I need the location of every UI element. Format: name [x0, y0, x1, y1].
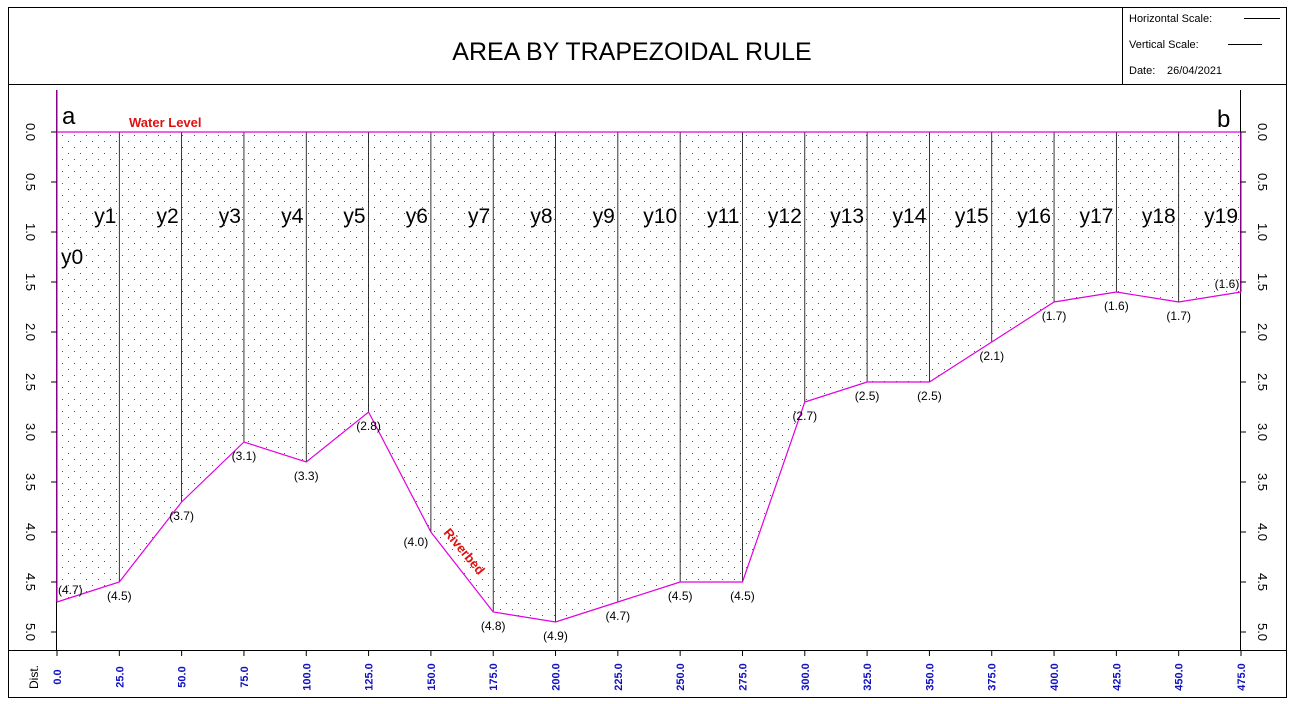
- y-tick-label-left: 4.5: [23, 573, 38, 591]
- corner-label-a: a: [62, 103, 76, 130]
- riverbed-profile-line: [56, 291, 1242, 623]
- y-tick-label-left: 4.0: [23, 523, 38, 541]
- ordinate-label: y16: [1017, 205, 1051, 228]
- ordinate-label: y11: [707, 205, 739, 228]
- ordinate-label: y10: [643, 205, 677, 228]
- y-tick-label-right: 1.5: [1255, 273, 1270, 291]
- ordinate-label: y7: [468, 205, 490, 228]
- x-tick-label: 225.0: [613, 663, 625, 691]
- x-tick-label: 475.0: [1236, 663, 1248, 691]
- ordinate-label: y5: [343, 205, 365, 228]
- x-tick-label: 275.0: [737, 663, 749, 691]
- water-area-fill: [57, 132, 1241, 622]
- y-tick-label-left: 5.0: [23, 623, 38, 641]
- depth-label: (2.7): [792, 409, 817, 423]
- y-tick-label-right: 3.5: [1255, 473, 1270, 491]
- water-level-label: Water Level: [129, 115, 202, 130]
- x-tick-label: 150.0: [426, 663, 438, 691]
- depth-label: (2.5): [855, 389, 880, 403]
- y-axis-right: 0.0 0.5 1.0 1.5 2.0 2.5 3.0 3.5 4.0 4.5 5.0: [1240, 123, 1270, 641]
- x-tick-label: 75.0: [239, 666, 251, 687]
- horizontal-scale-label: Horizontal Scale:: [1129, 13, 1212, 25]
- chart-title: AREA BY TRAPEZOIDAL RULE: [452, 38, 811, 66]
- depth-label: (4.9): [543, 629, 568, 643]
- y-tick-label-right: 0.5: [1255, 173, 1270, 191]
- ordinate-label: y8: [530, 205, 552, 228]
- date-value: 26/04/2021: [1167, 65, 1222, 77]
- depth-label: (2.1): [979, 349, 1004, 363]
- depth-label: (1.6): [1104, 299, 1129, 313]
- x-tick-label: 450.0: [1174, 663, 1186, 691]
- y-tick-label-left: 1.5: [23, 273, 38, 291]
- ordinate-label: y14: [893, 205, 927, 228]
- ordinate-label: y3: [219, 205, 241, 228]
- ordinate-label: y12: [768, 205, 802, 228]
- ordinate-label: y6: [406, 205, 428, 228]
- ordinate-label: y0: [61, 246, 83, 269]
- ordinate-label: y1: [94, 205, 116, 228]
- x-tick-label: 175.0: [488, 663, 500, 691]
- outer-border: [8, 7, 1287, 698]
- x-tick-label: 300.0: [800, 663, 812, 691]
- depth-label: (4.7): [605, 609, 630, 623]
- x-tick-label: 425.0: [1111, 663, 1123, 691]
- ordinate-label: y13: [830, 205, 864, 228]
- depth-label: (1.6): [1215, 277, 1240, 291]
- y-tick-label-left: 0.0: [23, 123, 38, 141]
- ordinate-label: y17: [1080, 205, 1114, 228]
- ordinate-label: y2: [156, 205, 178, 228]
- y-tick-label-right: 2.5: [1255, 373, 1270, 391]
- y-tick-label-left: 3.0: [23, 423, 38, 441]
- depth-label: (4.5): [107, 589, 132, 603]
- x-tick-label: 200.0: [551, 663, 563, 691]
- depth-label: (2.8): [356, 419, 381, 433]
- x-tick-label: 400.0: [1049, 663, 1061, 691]
- ordinate-label: y9: [593, 205, 615, 228]
- y-tick-label-left: 2.0: [23, 323, 38, 341]
- x-axis: 0.0 25.0 50.0 75.0 100.0 125.0 150.0 175.0 200.0…: [52, 650, 1248, 691]
- y-tick-label-right: 1.0: [1255, 223, 1270, 241]
- y-tick-label-left: 3.5: [23, 473, 38, 491]
- x-tick-label: 100.0: [301, 663, 313, 691]
- ordinate-label: y19: [1204, 205, 1238, 228]
- ordinate-label: y15: [955, 205, 989, 228]
- y-tick-label-right: 4.0: [1255, 523, 1270, 541]
- depth-label: (3.7): [169, 509, 194, 523]
- x-tick-label: 0.0: [52, 669, 64, 684]
- ordinate-label: y4: [281, 205, 304, 228]
- y-tick-label-left: 2.5: [23, 373, 38, 391]
- depth-label: (4.5): [730, 589, 755, 603]
- depth-label: (1.7): [1042, 309, 1067, 323]
- vertical-scale-label: Vertical Scale:: [1129, 39, 1199, 51]
- y-tick-label-left: 0.5: [23, 173, 38, 191]
- ordinate-label: y18: [1142, 205, 1176, 228]
- depth-label: (3.1): [232, 449, 257, 463]
- date-label: Date:: [1129, 65, 1155, 77]
- y-tick-label-right: 2.0: [1255, 323, 1270, 341]
- depth-label: (4.5): [668, 589, 693, 603]
- depth-label: (2.5): [917, 389, 942, 403]
- depth-label: (4.8): [481, 619, 506, 633]
- x-tick-label: 50.0: [177, 666, 189, 687]
- y-axis-left: 0.0 0.5 1.0 1.5 2.0 2.5 3.0 3.5 4.0 4.5 5.0: [23, 123, 57, 641]
- depth-label: (4.0): [404, 535, 429, 549]
- x-tick-label: 125.0: [364, 663, 376, 691]
- corner-label-b: b: [1217, 106, 1230, 133]
- x-tick-label: 350.0: [924, 663, 936, 691]
- x-tick-label: 375.0: [987, 663, 999, 691]
- y-tick-label-right: 0.0: [1255, 123, 1270, 141]
- x-axis-title: Dist.: [27, 665, 41, 689]
- x-tick-label: 325.0: [862, 663, 874, 691]
- plot-area: (4.7) (4.5) (3.7) (3.1) (3.3) (2.8) (4.0) (4.8)…: [56, 90, 1242, 643]
- x-tick-label: 250.0: [675, 663, 687, 691]
- depth-label: (4.7): [58, 583, 83, 597]
- y-tick-label-right: 3.0: [1255, 423, 1270, 441]
- y-tick-label-left: 1.0: [23, 223, 38, 241]
- y-tick-label-right: 5.0: [1255, 623, 1270, 641]
- y-tick-label-right: 4.5: [1255, 573, 1270, 591]
- depth-label: (1.7): [1166, 309, 1191, 323]
- depth-label: (3.3): [294, 469, 319, 483]
- x-tick-label: 25.0: [114, 666, 126, 687]
